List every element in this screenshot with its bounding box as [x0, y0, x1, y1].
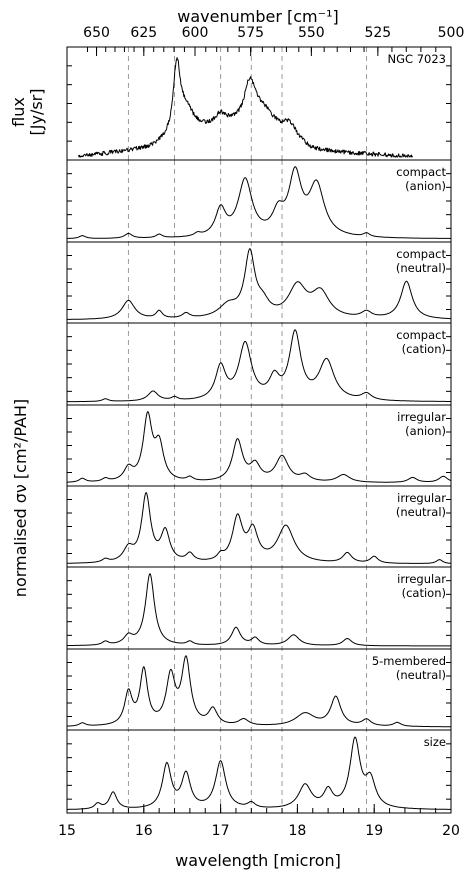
- plot-frame: [66, 46, 452, 814]
- panel-label-7-0: 5-membered: [372, 654, 446, 668]
- axis-tick-labels: 15 16 17 18 19 20 650 625 600 575 550 525 500: [58, 25, 464, 839]
- top-tick-label-1: 625: [130, 25, 157, 41]
- panel-label-1-0: compact: [396, 165, 446, 179]
- bottom-axis-title: wavelength [micron]: [175, 851, 341, 870]
- top-tick-label-2: 600: [182, 25, 209, 41]
- panel-label-1-1: (anion): [405, 179, 446, 193]
- panel-label-6-1: (cation): [402, 586, 446, 600]
- top-tick-label-0: 650: [83, 25, 110, 41]
- panel-labels: NGC 7023compact(anion)compact(neutral)co…: [372, 52, 447, 749]
- spectrum-curve-8: [67, 736, 451, 810]
- x-tick-label-4: 19: [365, 823, 383, 839]
- flux-axis-title-line1: flux: [9, 97, 28, 127]
- spectrum-curve-2: [67, 248, 451, 320]
- panel-label-0-0: NGC 7023: [388, 52, 446, 66]
- panel-label-5-1: (neutral): [396, 505, 446, 519]
- spectrum-curve-7: [67, 655, 451, 728]
- flux-axis-title: flux [Jy/sr]: [9, 89, 46, 136]
- axis-ticks: [66, 47, 452, 813]
- panel-label-5-0: irregular: [397, 491, 446, 505]
- spectrum-curve-0: [78, 57, 414, 158]
- panel-label-3-0: compact: [396, 328, 446, 342]
- panel-label-8-0: size: [424, 735, 446, 749]
- panel-label-2-1: (neutral): [396, 261, 446, 275]
- sigma-axis-title: normalised σν [cm²/PAH]: [11, 399, 30, 597]
- top-tick-label-4: 550: [298, 25, 325, 41]
- x-tick-label-2: 17: [212, 823, 230, 839]
- panel-label-3-1: (cation): [402, 342, 446, 356]
- panel-label-2-0: compact: [396, 247, 446, 261]
- top-tick-label-3: 575: [237, 25, 264, 41]
- spectra-panels: [66, 57, 452, 810]
- flux-axis-title-line2: [Jy/sr]: [27, 89, 46, 136]
- spectrum-curve-4: [67, 411, 452, 483]
- panel-label-4-1: (anion): [405, 424, 446, 438]
- x-tick-label-0: 15: [58, 823, 76, 839]
- x-tick-label-1: 16: [135, 823, 153, 839]
- x-tick-label-5: 20: [442, 823, 460, 839]
- spectrum-curve-1: [66, 166, 451, 239]
- panel-label-6-0: irregular: [397, 572, 446, 586]
- panel-label-7-1: (neutral): [396, 668, 446, 682]
- top-axis-title: wavenumber [cm⁻¹]: [177, 7, 338, 26]
- panel-label-4-0: irregular: [397, 410, 446, 424]
- spectrum-curve-5: [67, 492, 451, 564]
- spectrum-curve-6: [67, 573, 451, 647]
- top-tick-label-5: 525: [364, 25, 391, 41]
- x-tick-label-3: 18: [288, 823, 306, 839]
- reference-lines: [127, 47, 368, 813]
- top-tick-label-6: 500: [438, 25, 465, 41]
- spectrum-curve-3: [67, 329, 451, 403]
